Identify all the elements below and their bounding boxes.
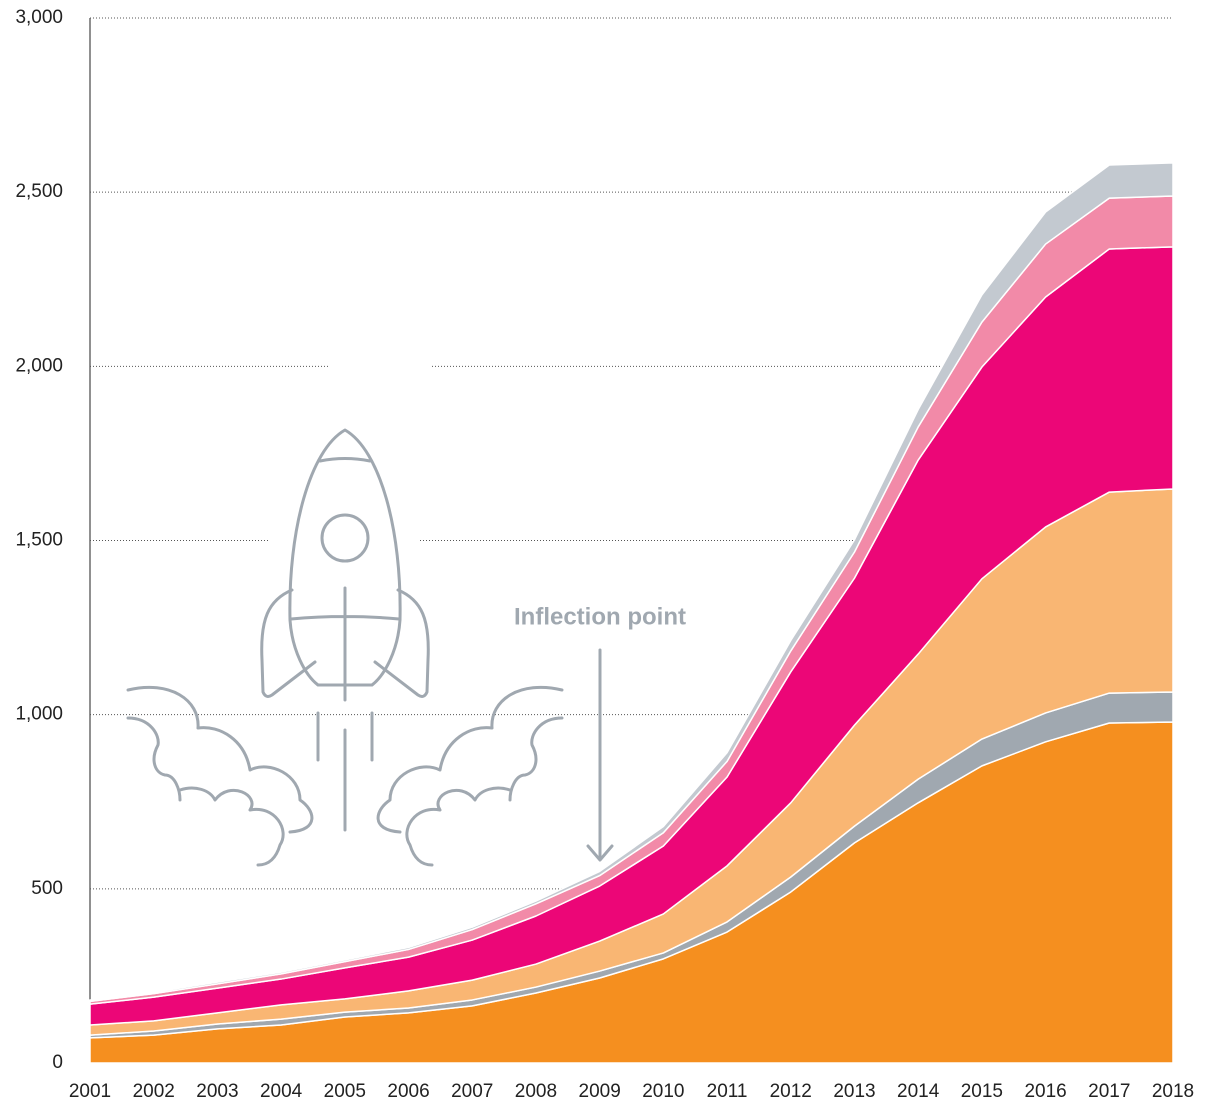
rocket-illustration: Inflection point [128,360,686,865]
x-tick-label: 2004 [260,1081,303,1102]
x-tick-label: 2011 [707,1081,748,1102]
y-tick-label: 2,500 [15,181,63,202]
annotation: Inflection point [514,603,686,630]
x-tick-label: 2009 [579,1081,621,1102]
y-tick-label: 1,000 [15,704,63,725]
y-tick-label: 2,000 [15,355,63,376]
x-tick-label: 2015 [961,1081,1003,1102]
x-tick-label: 2006 [387,1081,429,1102]
x-tick-label: 2002 [133,1081,175,1102]
x-tick-label: 2001 [69,1081,111,1102]
x-tick-label: 2008 [515,1081,557,1102]
x-tick-label: 2014 [897,1081,940,1102]
y-tick-label: 0 [52,1052,63,1073]
y-tick-label: 1,500 [15,530,63,551]
x-tick-label: 2012 [770,1081,812,1102]
y-tick-label: 500 [31,878,63,899]
chart: Inflection point 0 500 1,000 1,500 2,000 2,50… [0,0,1211,1106]
x-tick-label: 2010 [642,1081,684,1102]
x-tick-label: 2018 [1152,1081,1194,1102]
x-tick-label: 2003 [196,1081,238,1102]
x-tick-label: 2017 [1088,1081,1130,1102]
x-tick-label: 2005 [324,1081,366,1102]
y-tick-label: 3,000 [15,7,63,28]
x-tick-label: 2016 [1024,1081,1066,1102]
x-tick-label: 2013 [833,1081,875,1102]
x-tick-label: 2007 [451,1081,493,1102]
